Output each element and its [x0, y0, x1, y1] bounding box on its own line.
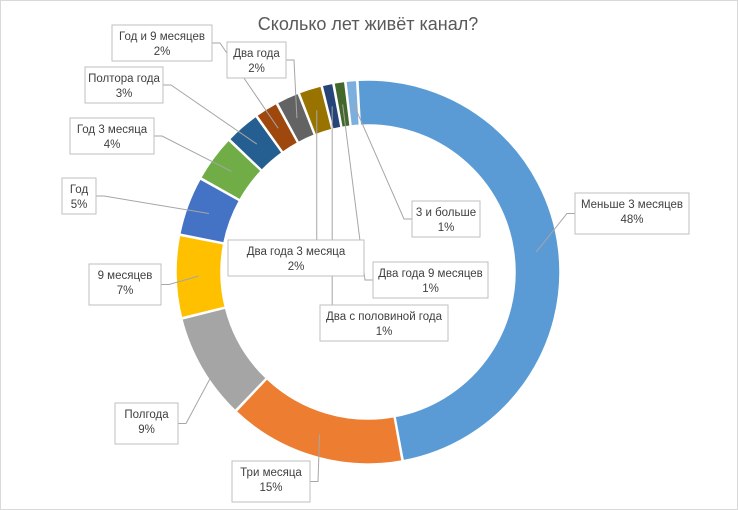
- data-label-value: 1%: [422, 283, 439, 295]
- data-label-category: Год: [70, 184, 89, 196]
- data-label-box: [231, 460, 311, 503]
- data-label-value: 15%: [259, 482, 282, 494]
- leader-line: [161, 275, 199, 285]
- data-label-category: Два года 9 месяцев: [378, 268, 483, 280]
- data-label-box: [88, 263, 162, 306]
- data-labels: Меньше 3 месяцев 48% Три месяца 15% Полгода 9…: [61, 24, 690, 503]
- slice-13: [345, 79, 361, 127]
- data-label-value: 3%: [116, 88, 133, 100]
- data-label-value: 48%: [620, 214, 643, 226]
- slice-9: [276, 92, 316, 144]
- data-label-box: [84, 66, 164, 104]
- data-label-box: [226, 41, 287, 79]
- data-label-category: Меньше 3 месяцев: [581, 199, 683, 211]
- data-label-value: 5%: [71, 199, 88, 211]
- leader-line: [342, 104, 373, 281]
- data-label-category: Полгода: [124, 409, 169, 421]
- slice-8: [255, 102, 299, 154]
- slice-4: [175, 234, 227, 319]
- data-label-category: Год и 9 месяцев: [119, 31, 205, 43]
- data-label-box: [574, 192, 690, 235]
- data-label-value: 1%: [376, 326, 393, 338]
- slice-6: [199, 138, 263, 201]
- slice-2: [234, 377, 403, 465]
- chart-title: Сколько лет живёт канал?: [258, 14, 478, 34]
- data-label-box: [111, 24, 213, 62]
- data-label-value: 9%: [138, 424, 155, 436]
- slice-12: [333, 80, 351, 129]
- leader-line: [163, 84, 258, 145]
- leader-line: [286, 59, 298, 119]
- slice-3: [180, 307, 268, 412]
- slice-1: [357, 79, 561, 462]
- leader-line: [96, 195, 210, 214]
- leader-line: [310, 434, 321, 482]
- leader-lines: [96, 42, 575, 482]
- data-label-category: Три месяца: [240, 467, 302, 479]
- data-label-category: Два года 3 месяца: [247, 246, 346, 258]
- data-label-category: Два года: [233, 48, 280, 60]
- data-label-value: 2%: [288, 261, 305, 273]
- data-label-value: 4%: [104, 139, 121, 151]
- leader-line: [178, 357, 222, 424]
- data-label-box: [372, 261, 489, 299]
- data-label-box: [319, 304, 449, 342]
- slice-5: [178, 177, 241, 244]
- data-label-box: [411, 200, 481, 238]
- data-label-box: [61, 177, 97, 215]
- leader-line: [352, 102, 412, 220]
- data-label-box: [69, 117, 155, 155]
- slice-11: [321, 82, 342, 131]
- data-label-category: 3 и больше: [416, 207, 476, 219]
- data-label-category: Два с половиной года: [326, 311, 443, 323]
- slices: [175, 79, 561, 465]
- leader-line: [535, 213, 575, 253]
- leader-line: [212, 42, 279, 129]
- leader-line: [154, 135, 232, 172]
- data-label-value: 2%: [248, 63, 265, 75]
- data-label-value: 1%: [438, 222, 455, 234]
- data-label-box: [114, 402, 179, 445]
- data-label-value: 7%: [117, 285, 134, 297]
- data-label-category: Полтора года: [88, 73, 160, 85]
- data-label-category: Год 3 месяца: [77, 124, 148, 136]
- data-label-value: 2%: [154, 46, 171, 58]
- data-label-category: 9 месяцев: [98, 270, 153, 282]
- data-label-box: [227, 239, 365, 277]
